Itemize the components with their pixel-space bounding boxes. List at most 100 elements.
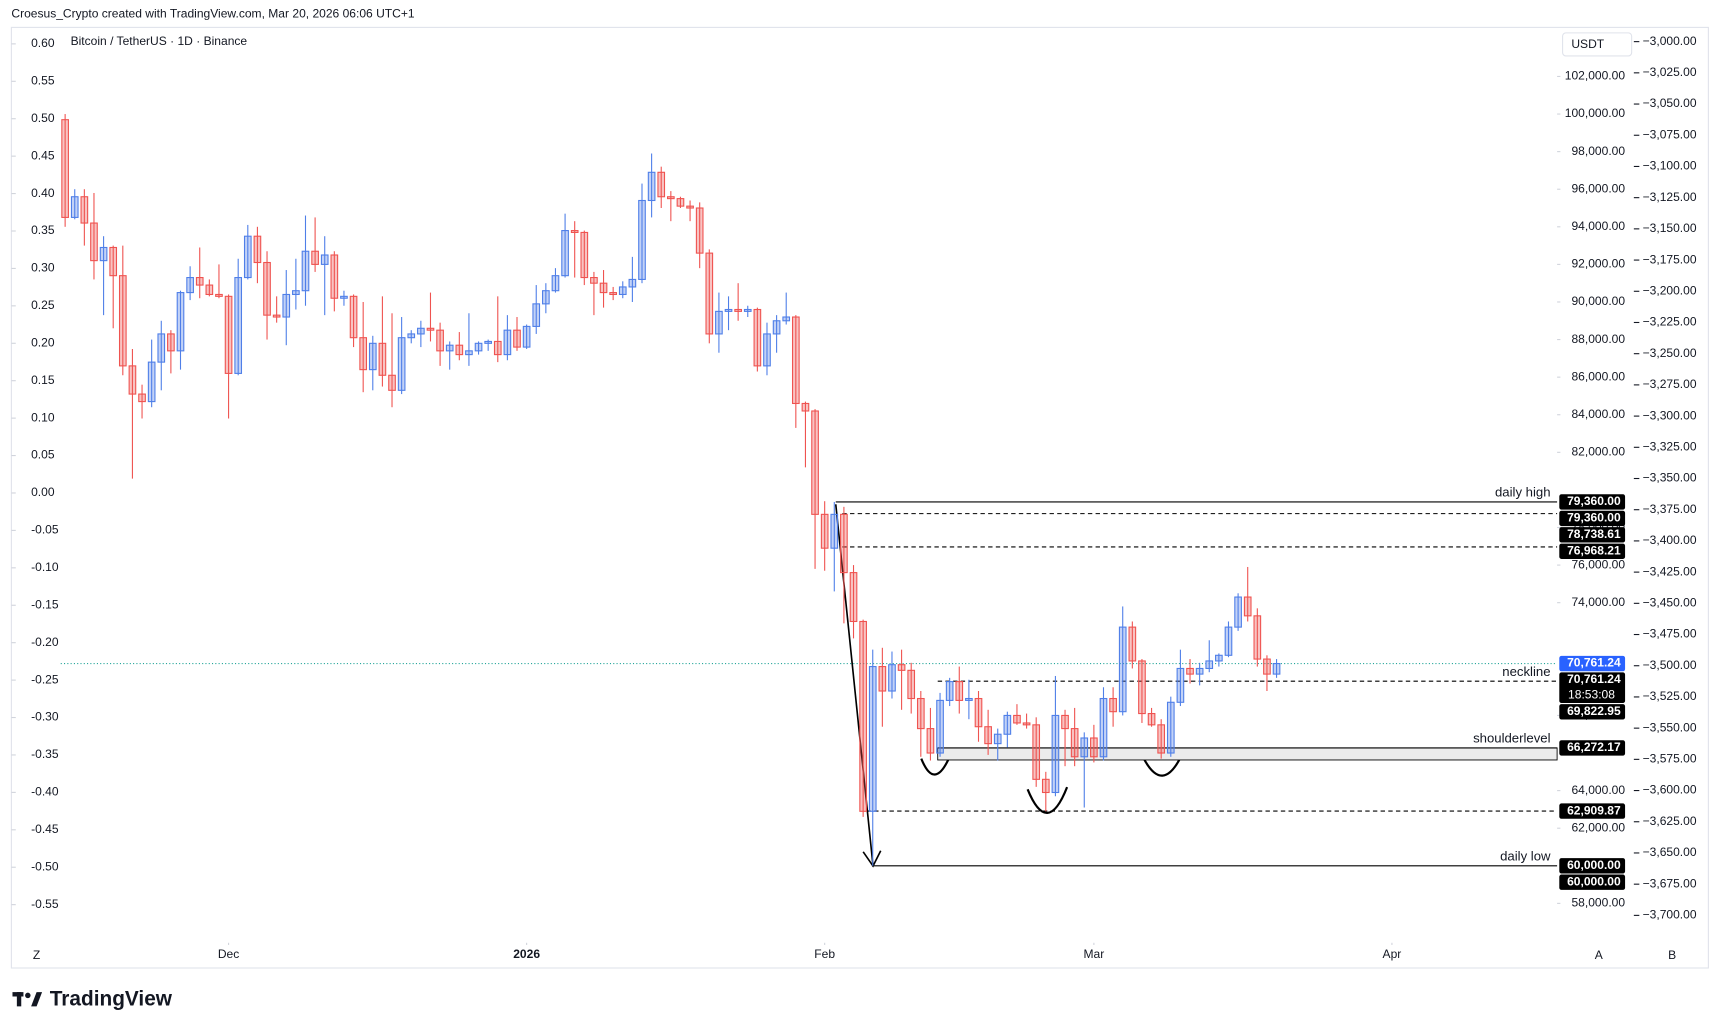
candle-body	[118, 275, 127, 367]
candle-body	[417, 327, 425, 335]
candle-body	[1253, 615, 1262, 660]
candle-body	[936, 699, 944, 754]
candle-body	[1080, 737, 1089, 758]
candle-body	[320, 254, 329, 265]
frame	[10, 26, 1709, 969]
candle-body	[657, 171, 666, 198]
shoulder-band	[937, 747, 1558, 761]
y3-tick-label: −3,450.00	[1643, 596, 1697, 610]
candle-body	[1186, 667, 1194, 675]
currency[interactable]: USDT	[1571, 37, 1604, 51]
header: Croesus_Crypto created with TradingView.…	[11, 6, 415, 20]
candle-body	[686, 205, 694, 209]
candle-body	[1176, 667, 1185, 703]
y3-tick-label: −3,550.00	[1643, 720, 1697, 734]
candle-body	[282, 293, 291, 318]
candle-body	[1061, 714, 1069, 730]
price-label: 70,761.24	[1567, 672, 1621, 686]
x-tick-label: Mar	[1084, 947, 1105, 961]
y3-tick-label: −3,325.00	[1643, 439, 1697, 453]
y3-tick-label: −3,400.00	[1643, 533, 1697, 547]
candle-body	[1041, 778, 1050, 794]
y3-tick-label: −3,525.00	[1643, 689, 1697, 703]
candle-body	[522, 325, 531, 348]
y-tick-label: 76,000.00	[1571, 557, 1625, 571]
y3-tick-label: −3,700.00	[1643, 908, 1697, 922]
y2-tick-label: 0.00	[31, 485, 55, 499]
candle-body	[167, 333, 175, 352]
candle-body	[724, 308, 733, 312]
price-label-box	[1559, 494, 1626, 510]
candle-body	[1128, 626, 1137, 662]
candle-body	[849, 572, 858, 623]
candle-body	[301, 250, 310, 292]
x-tick-label: Dec	[218, 947, 239, 961]
candle-body	[368, 342, 377, 371]
logo	[12, 992, 43, 1007]
y2-tick-label: 0.25	[31, 298, 55, 312]
y3-tick-label: −3,250.00	[1643, 346, 1697, 360]
candle-body	[330, 254, 339, 299]
price-label: 62,909.87	[1567, 803, 1621, 817]
currency-box[interactable]	[1562, 32, 1633, 57]
y3-tick-label: −3,600.00	[1643, 783, 1697, 797]
y2-tick-label: -0.40	[31, 785, 59, 799]
candle-body	[1195, 667, 1204, 675]
candle-body	[695, 207, 704, 254]
corner-label: B	[1668, 948, 1676, 962]
candle-body	[253, 235, 262, 264]
price-label: 66,272.17	[1567, 740, 1621, 754]
price-label-box	[1559, 543, 1626, 559]
level-name: daily high	[1495, 485, 1551, 500]
y-tick-label: 84,000.00	[1571, 407, 1625, 421]
y-tick-label: 92,000.00	[1571, 257, 1625, 271]
y2-tick-label: -0.45	[31, 822, 59, 836]
candle-body	[138, 393, 146, 403]
y3-tick-label: −3,650.00	[1643, 845, 1697, 859]
candle-body	[1051, 714, 1060, 794]
y3-tick-label: −3,350.00	[1643, 471, 1697, 485]
candles	[61, 114, 1281, 866]
y-tick-label: 64,000.00	[1571, 783, 1625, 797]
candle-body	[705, 252, 714, 335]
y-tick-label: 96,000.00	[1571, 181, 1625, 195]
candle-body	[128, 365, 137, 395]
candle-body	[638, 199, 646, 280]
candle-body	[445, 344, 454, 352]
candle-body	[888, 664, 896, 692]
y2-tick-label: -0.30	[31, 710, 59, 724]
candle-body	[147, 361, 156, 403]
y3-tick-label: −3,200.00	[1643, 283, 1697, 297]
y3-tick-label: −3,125.00	[1643, 190, 1697, 204]
y3-tick-label: −3,425.00	[1643, 564, 1697, 578]
candle-body	[157, 333, 166, 363]
y3-tick-label: −3,150.00	[1643, 221, 1697, 235]
corner-label: A	[1595, 948, 1604, 962]
candle-body	[176, 292, 185, 352]
candle-body	[647, 171, 656, 202]
candle-body	[590, 277, 598, 284]
price-label: 79,360.00	[1567, 494, 1621, 508]
candle-body	[628, 278, 637, 288]
candle-body	[993, 733, 1002, 745]
y2-tick-label: 0.55	[31, 73, 55, 87]
candle-body	[974, 697, 983, 728]
candle-body	[945, 681, 954, 701]
candle-body	[878, 666, 887, 692]
candle-body	[1099, 697, 1108, 758]
candle-body	[349, 295, 358, 339]
candle-body	[599, 282, 608, 294]
shoulder-arcs	[920, 755, 1183, 814]
y3-tick-label: −3,175.00	[1643, 252, 1697, 266]
y2-tick-label: 0.30	[31, 261, 55, 275]
candle-body	[1205, 660, 1214, 670]
candle-body	[715, 310, 723, 335]
candle-body	[791, 316, 800, 405]
y3-tick-label: −3,025.00	[1643, 65, 1697, 79]
candle-body	[205, 284, 214, 296]
level-name: neckline	[1502, 664, 1550, 679]
candle-body	[955, 681, 964, 701]
candle-body	[734, 308, 742, 312]
